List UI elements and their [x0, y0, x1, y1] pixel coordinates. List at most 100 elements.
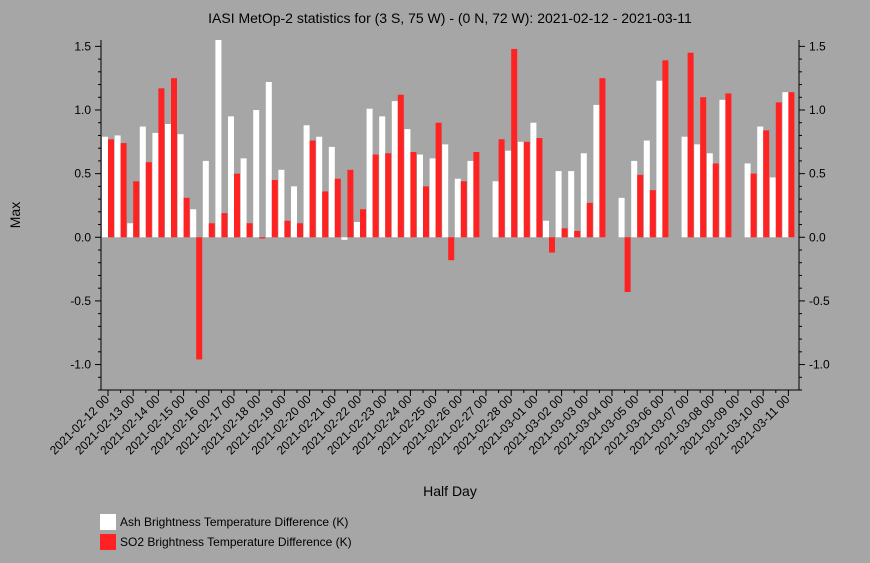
so2-bar-31 — [498, 139, 505, 238]
legend-label-ash: Ash Brightness Temperature Difference (K… — [120, 515, 349, 529]
ash-bar-37 — [568, 171, 575, 238]
so2-bar-29 — [473, 152, 480, 238]
ash-bar-21 — [366, 108, 373, 238]
y-tick-label-left: -0.5 — [70, 294, 91, 308]
y-tick-label-right: 0.5 — [809, 167, 826, 181]
so2-bar-17 — [322, 191, 329, 238]
ash-bar-3 — [139, 126, 146, 238]
y-tick-label-left: -1.0 — [70, 358, 91, 372]
so2-bar-3 — [145, 162, 152, 238]
ash-bar-29 — [467, 160, 474, 238]
so2-bar-53 — [775, 102, 782, 238]
so2-bar-34 — [536, 138, 543, 238]
so2-bar-36 — [561, 228, 568, 238]
y-tick-label-right: -1.0 — [809, 358, 830, 372]
so2-bar-23 — [397, 94, 404, 238]
ash-bar-51 — [744, 163, 751, 238]
ash-bar-52 — [757, 126, 764, 238]
so2-bar-24 — [410, 152, 417, 238]
ash-bar-32 — [505, 150, 512, 238]
x-axis-label: Half Day — [423, 483, 477, 499]
so2-bar-12 — [259, 237, 266, 239]
so2-bar-6 — [183, 197, 190, 238]
ash-bar-1 — [114, 135, 121, 238]
so2-bar-26 — [435, 122, 442, 238]
so2-bar-28 — [460, 181, 467, 238]
ash-bar-0 — [102, 136, 108, 238]
chart-title: IASI MetOp-2 statistics for (3 S, 75 W) … — [208, 10, 692, 26]
legend-item-so2: SO2 Brightness Temperature Difference (K… — [100, 532, 352, 552]
so2-bar-5 — [171, 78, 177, 238]
so2-bar-22 — [385, 153, 392, 238]
ash-bar-43 — [643, 140, 650, 238]
ash-bar-10 — [228, 116, 234, 238]
ash-bar-12 — [253, 110, 260, 238]
ash-bar-16 — [303, 125, 310, 238]
so2-bar-0 — [108, 139, 114, 238]
so2-bar-19 — [347, 169, 354, 238]
so2-bar-41 — [624, 237, 631, 292]
ash-bar-11 — [240, 158, 247, 238]
ash-bar-13 — [265, 82, 272, 238]
ash-bar-53 — [769, 177, 776, 238]
ash-bar-26 — [429, 158, 436, 238]
ash-bar-39 — [593, 104, 600, 238]
so2-bar-47 — [700, 97, 707, 238]
so2-bar-54 — [788, 92, 795, 238]
so2-bar-1 — [120, 143, 127, 238]
so2-bar-48 — [712, 163, 719, 238]
ash-bar-24 — [404, 129, 411, 238]
ash-bar-33 — [517, 141, 524, 238]
so2-bar-4 — [158, 88, 165, 238]
so2-bar-49 — [725, 93, 732, 238]
so2-bar-15 — [297, 223, 303, 238]
legend-swatch-so2 — [100, 534, 116, 550]
so2-bar-20 — [360, 209, 366, 238]
y-tick-label-left: 0.5 — [74, 167, 91, 181]
so2-bar-16 — [309, 140, 316, 238]
ash-bar-31 — [492, 181, 499, 238]
ash-bar-54 — [782, 92, 789, 238]
so2-bar-51 — [750, 173, 757, 238]
so2-bar-11 — [246, 223, 253, 238]
so2-bar-2 — [133, 181, 140, 238]
y-tick-label-left: 1.5 — [74, 39, 91, 53]
y-axis-label: Max — [7, 202, 23, 228]
y-tick-label-right: -0.5 — [809, 294, 830, 308]
so2-bar-9 — [221, 213, 228, 238]
ash-bar-36 — [555, 171, 562, 238]
so2-bar-13 — [271, 180, 278, 238]
ash-bar-2 — [127, 223, 134, 238]
ash-bar-42 — [631, 160, 638, 238]
ash-bar-19 — [341, 237, 348, 240]
so2-bar-39 — [599, 78, 606, 238]
ash-bar-15 — [291, 186, 297, 238]
so2-bar-18 — [334, 178, 341, 238]
legend-swatch-ash — [100, 514, 116, 530]
ash-bar-6 — [177, 134, 184, 238]
ash-bar-34 — [530, 122, 537, 238]
y-tick-label-right: 0.0 — [809, 230, 826, 244]
ash-bar-17 — [316, 136, 323, 238]
ash-bar-38 — [580, 153, 587, 238]
so2-bar-44 — [662, 60, 669, 238]
ash-bar-8 — [202, 160, 209, 238]
so2-bar-14 — [284, 220, 291, 238]
so2-bar-37 — [574, 230, 581, 238]
so2-bar-21 — [372, 154, 379, 238]
ash-bar-44 — [656, 80, 663, 238]
so2-bar-33 — [523, 141, 530, 238]
so2-bar-42 — [637, 174, 644, 238]
y-tick-label-right: 1.0 — [809, 103, 826, 117]
ash-bar-9 — [215, 40, 222, 238]
ash-bar-5 — [165, 124, 171, 238]
ash-bar-20 — [354, 222, 360, 238]
so2-bar-8 — [208, 223, 215, 238]
so2-bar-10 — [234, 173, 240, 238]
ash-bar-47 — [694, 144, 701, 238]
ash-bar-41 — [618, 197, 625, 238]
ash-bar-48 — [706, 153, 713, 238]
so2-bar-32 — [511, 48, 518, 238]
y-tick-label-left: 1.0 — [74, 103, 91, 117]
